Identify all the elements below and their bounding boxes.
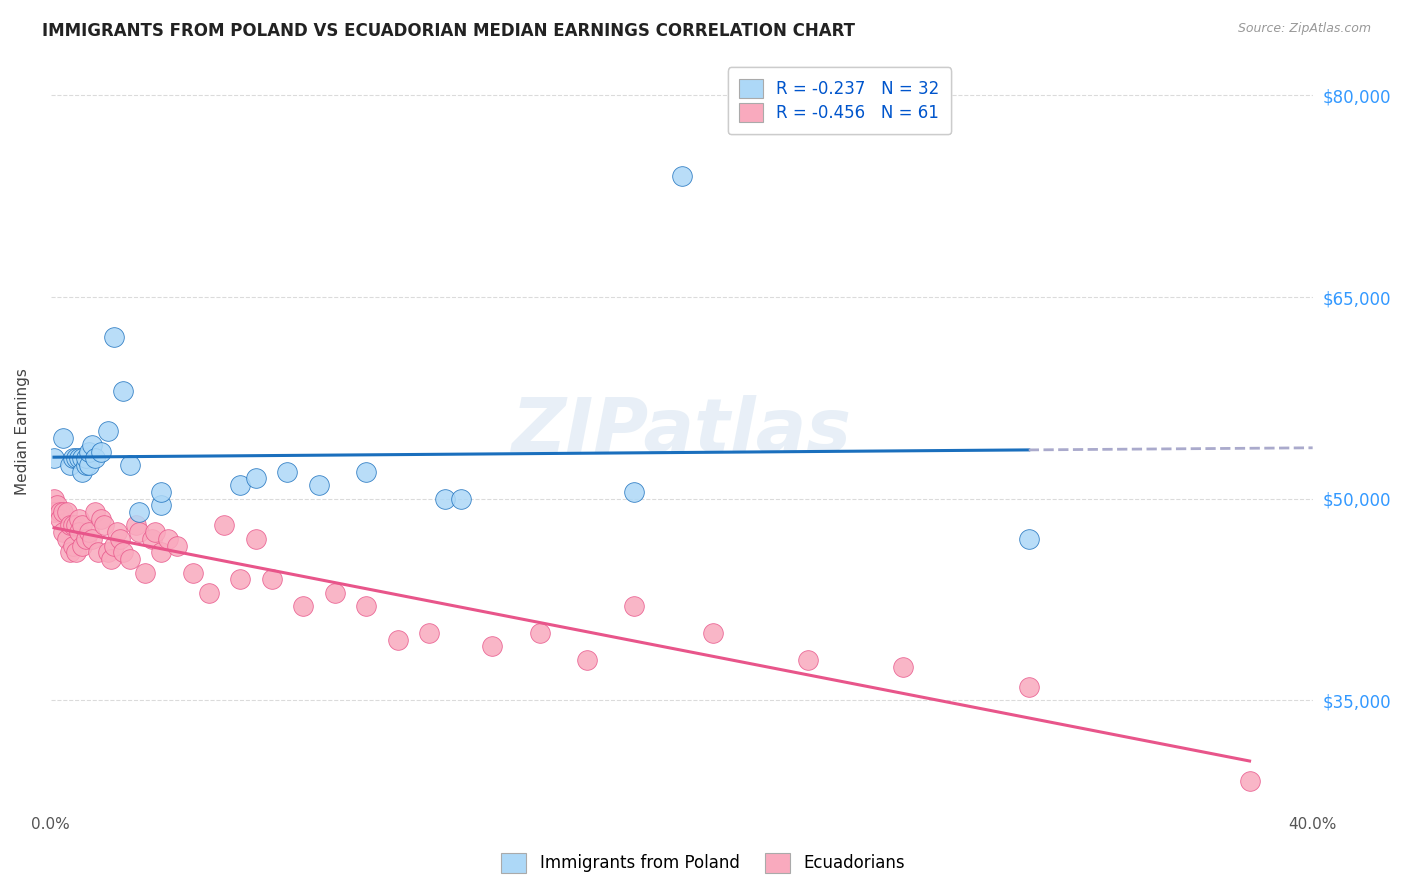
- Point: [80, 532, 103, 546]
- Point: [276, 465, 298, 479]
- Point: [797, 653, 820, 667]
- Point: [46, 499, 69, 513]
- Point: [260, 572, 283, 586]
- Point: [118, 458, 141, 472]
- Point: [143, 525, 166, 540]
- Point: [103, 539, 125, 553]
- Point: [62, 518, 84, 533]
- Point: [128, 525, 150, 540]
- Point: [67, 451, 90, 466]
- Point: [134, 566, 156, 580]
- Point: [72, 465, 94, 479]
- Point: [623, 599, 645, 613]
- Point: [181, 566, 204, 580]
- Point: [62, 539, 84, 553]
- Point: [150, 545, 173, 559]
- Point: [105, 525, 128, 540]
- Point: [59, 545, 82, 559]
- Point: [150, 484, 173, 499]
- Point: [72, 518, 94, 533]
- Point: [84, 451, 107, 466]
- Point: [197, 585, 219, 599]
- Legend: R = -0.237   N = 32, R = -0.456   N = 61: R = -0.237 N = 32, R = -0.456 N = 61: [728, 67, 950, 134]
- Point: [97, 545, 120, 559]
- Point: [80, 438, 103, 452]
- Text: Source: ZipAtlas.com: Source: ZipAtlas.com: [1237, 22, 1371, 36]
- Point: [84, 505, 107, 519]
- Legend: Immigrants from Poland, Ecuadorians: Immigrants from Poland, Ecuadorians: [495, 847, 911, 880]
- Point: [150, 499, 173, 513]
- Point: [90, 512, 112, 526]
- Point: [100, 552, 122, 566]
- Point: [77, 458, 100, 472]
- Point: [387, 632, 409, 647]
- Point: [112, 384, 135, 398]
- Point: [65, 451, 87, 466]
- Point: [87, 545, 110, 559]
- Point: [356, 599, 378, 613]
- Point: [52, 505, 75, 519]
- Y-axis label: Median Earnings: Median Earnings: [15, 368, 30, 495]
- Point: [65, 518, 87, 533]
- Point: [1018, 680, 1040, 694]
- Point: [141, 532, 163, 546]
- Point: [90, 444, 112, 458]
- Point: [166, 539, 188, 553]
- Point: [42, 505, 65, 519]
- Point: [214, 518, 236, 533]
- Point: [529, 626, 551, 640]
- Point: [75, 532, 97, 546]
- Point: [229, 572, 252, 586]
- Point: [97, 425, 120, 439]
- Text: IMMIGRANTS FROM POLAND VS ECUADORIAN MEDIAN EARNINGS CORRELATION CHART: IMMIGRANTS FROM POLAND VS ECUADORIAN MED…: [42, 22, 855, 40]
- Point: [55, 532, 77, 546]
- Point: [42, 451, 65, 466]
- Point: [110, 532, 132, 546]
- Point: [65, 545, 87, 559]
- Point: [128, 505, 150, 519]
- Point: [1239, 773, 1261, 788]
- Point: [481, 640, 503, 654]
- Point: [308, 478, 330, 492]
- Point: [59, 458, 82, 472]
- Point: [72, 539, 94, 553]
- Point: [59, 518, 82, 533]
- Point: [67, 525, 90, 540]
- Point: [49, 512, 72, 526]
- Point: [245, 532, 267, 546]
- Point: [62, 451, 84, 466]
- Point: [125, 518, 148, 533]
- Point: [93, 518, 115, 533]
- Point: [450, 491, 472, 506]
- Point: [434, 491, 457, 506]
- Point: [77, 444, 100, 458]
- Point: [118, 552, 141, 566]
- Point: [42, 491, 65, 506]
- Point: [75, 451, 97, 466]
- Point: [49, 505, 72, 519]
- Point: [245, 471, 267, 485]
- Point: [52, 525, 75, 540]
- Point: [75, 458, 97, 472]
- Point: [356, 465, 378, 479]
- Point: [156, 532, 179, 546]
- Point: [52, 431, 75, 445]
- Point: [292, 599, 315, 613]
- Point: [229, 478, 252, 492]
- Point: [112, 545, 135, 559]
- Point: [576, 653, 599, 667]
- Point: [55, 505, 77, 519]
- Point: [623, 484, 645, 499]
- Point: [702, 626, 724, 640]
- Point: [1018, 532, 1040, 546]
- Point: [103, 330, 125, 344]
- Text: ZIPatlas: ZIPatlas: [512, 395, 852, 468]
- Point: [891, 659, 914, 673]
- Point: [418, 626, 440, 640]
- Point: [67, 512, 90, 526]
- Point: [72, 451, 94, 466]
- Point: [77, 525, 100, 540]
- Point: [323, 585, 346, 599]
- Point: [671, 169, 693, 183]
